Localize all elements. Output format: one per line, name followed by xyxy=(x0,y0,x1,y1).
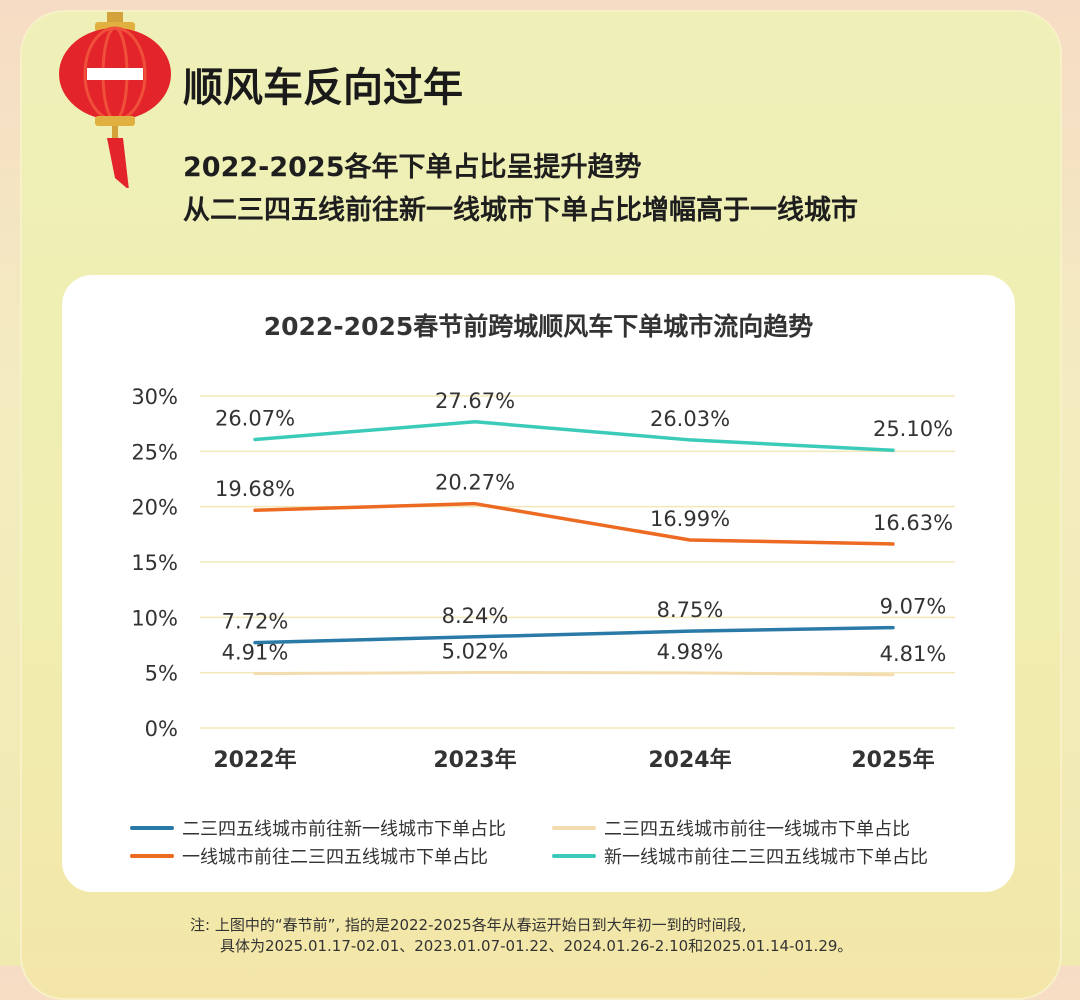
data-label: 16.63% xyxy=(873,511,953,535)
data-label: 9.07% xyxy=(880,595,947,619)
series-line xyxy=(255,628,893,643)
data-label: 20.27% xyxy=(435,471,515,495)
y-tick-label: 25% xyxy=(131,440,178,464)
series-line xyxy=(255,504,893,544)
legend-item: 一线城市前往二三四五线城市下单占比 xyxy=(130,843,488,869)
legend-swatch xyxy=(130,854,174,858)
footnote-line: 具体为2025.01.17-02.01、2023.01.07-01.22、202… xyxy=(190,936,852,957)
data-label: 8.24% xyxy=(442,604,509,628)
x-tick-label: 2025年 xyxy=(851,747,934,773)
footnote-line: 注: 上图中的“春节前”, 指的是2022-2025各年从春运开始日到大年初一到… xyxy=(190,915,852,936)
data-label: 5.02% xyxy=(442,639,509,663)
series-line xyxy=(255,422,893,450)
y-tick-label: 15% xyxy=(131,551,178,575)
footnote: 注: 上图中的“春节前”, 指的是2022-2025各年从春运开始日到大年初一到… xyxy=(190,915,852,957)
y-tick-label: 10% xyxy=(131,606,178,630)
y-tick-label: 5% xyxy=(145,662,178,686)
legend-item: 二三四五线城市前往一线城市下单占比 xyxy=(552,815,910,841)
data-label: 4.81% xyxy=(880,642,947,666)
data-label: 26.03% xyxy=(650,407,730,431)
legend-swatch xyxy=(130,826,174,830)
data-label: 4.98% xyxy=(657,640,724,664)
legend-label: 二三四五线城市前往新一线城市下单占比 xyxy=(182,815,506,841)
x-tick-label: 2022年 xyxy=(213,747,296,773)
series-line xyxy=(255,672,893,674)
x-tick-label: 2023年 xyxy=(433,747,516,773)
legend-swatch xyxy=(552,826,596,830)
data-label: 7.72% xyxy=(222,610,289,634)
legend-swatch xyxy=(552,854,596,858)
data-label: 26.07% xyxy=(215,406,295,430)
data-label: 19.68% xyxy=(215,477,295,501)
legend-item: 新一线城市前往二三四五线城市下单占比 xyxy=(552,843,928,869)
x-tick-label: 2024年 xyxy=(648,747,731,773)
data-label: 27.67% xyxy=(435,389,515,413)
legend-item: 二三四五线城市前往新一线城市下单占比 xyxy=(130,815,506,841)
legend-label: 一线城市前往二三四五线城市下单占比 xyxy=(182,843,488,869)
data-label: 8.75% xyxy=(657,598,724,622)
legend-label: 新一线城市前往二三四五线城市下单占比 xyxy=(604,843,928,869)
y-tick-label: 20% xyxy=(131,496,178,520)
data-label: 25.10% xyxy=(873,417,953,441)
y-tick-label: 0% xyxy=(145,717,178,741)
data-label: 16.99% xyxy=(650,507,730,531)
y-tick-label: 30% xyxy=(131,385,178,409)
legend-label: 二三四五线城市前往一线城市下单占比 xyxy=(604,815,910,841)
data-label: 4.91% xyxy=(222,641,289,665)
